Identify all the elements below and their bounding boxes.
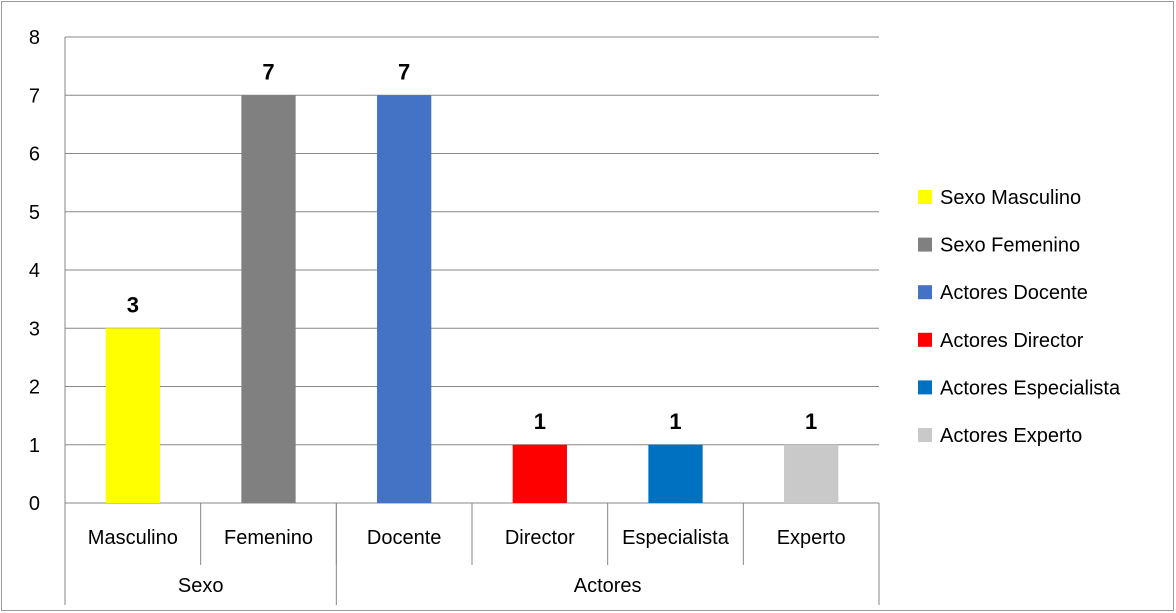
x-tick-label: Masculino [88,527,178,549]
x-tick-label: Experto [777,527,846,549]
legend-label: Actores Docente [940,282,1088,304]
legend-label: Actores Experto [940,425,1082,447]
bar-experto [784,444,839,503]
bar-especialista [648,444,703,503]
bar-docente [377,95,432,503]
data-label: 1 [534,409,546,434]
legend-swatch [918,285,932,300]
legend-swatch [918,332,932,347]
legend-swatch [918,237,932,252]
data-label: 1 [805,409,817,434]
data-label: 7 [262,59,274,84]
legend-label: Actores Especialista [940,377,1121,399]
x-group-label: Actores [574,575,642,597]
y-tick-label: 3 [29,318,40,340]
bar-femenino [241,95,296,503]
bar-director [512,444,567,503]
y-tick-label: 0 [29,493,40,515]
x-tick-label: Docente [367,527,442,549]
legend-swatch [918,190,932,204]
x-tick-label: Especialista [622,527,730,549]
y-tick-label: 7 [29,85,40,107]
y-tick-label: 6 [29,144,40,166]
y-tick-label: 1 [29,435,40,457]
y-tick-label: 4 [29,260,40,282]
x-tick-label: Director [505,527,575,549]
y-tick-label: 2 [29,377,40,399]
legend-label: Sexo Femenino [940,235,1080,257]
data-label: 3 [127,292,139,317]
legend-label: Sexo Masculino [940,187,1081,209]
legend-swatch [918,380,932,395]
y-tick-label: 5 [29,202,40,224]
legend-swatch [918,428,932,442]
legend-label: Actores Director [940,330,1084,352]
data-label: 7 [398,59,410,84]
x-group-label: Sexo [178,575,224,597]
y-tick-label: 8 [29,27,40,49]
x-tick-label: Femenino [224,527,313,549]
data-label: 1 [669,409,681,434]
bar-masculino [105,328,160,503]
